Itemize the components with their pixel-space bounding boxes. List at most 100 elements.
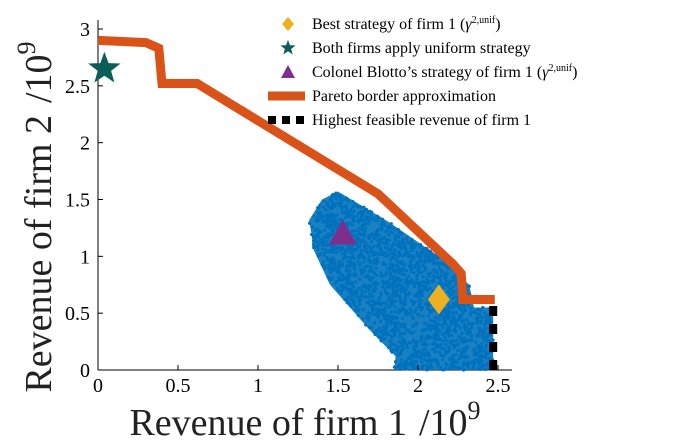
scatter-point [451,279,455,283]
scatter-point [363,240,368,244]
scatter-point [477,332,481,336]
scatter-point [384,313,389,317]
scatter-point [359,216,363,220]
scatter-point [348,250,353,254]
scatter-point [419,299,423,303]
scatter-point [368,311,373,316]
scatter-point [417,266,421,270]
scatter-point [426,272,430,276]
scatter-point [346,255,351,259]
scatter-point [454,310,458,314]
scatter-point [330,277,334,282]
scatter-point [365,300,369,304]
scatter-point [349,304,353,308]
scatter-point [410,315,414,319]
scatter-point [373,320,377,325]
scatter-point [364,323,368,327]
scatter-point [426,359,430,363]
scatter-point [429,362,433,366]
scatter-point [449,287,454,291]
scatter-point [385,285,389,289]
scatter-point [396,234,400,238]
scatter-point [445,338,449,343]
scatter-point [423,254,427,259]
scatter-point [395,288,400,293]
scatter-point [476,352,480,356]
scatter-point [360,223,364,228]
scatter-point [455,318,460,322]
scatter-point [380,308,384,312]
scatter-point [435,326,440,331]
scatter-point [425,365,430,370]
scatter-point [360,292,364,296]
scatter-point [388,266,392,270]
scatter-point [446,349,451,353]
scatter-point [369,250,373,254]
scatter-point [412,340,416,344]
scatter-point [437,318,441,322]
scatter-point [458,367,462,371]
scatter-point [421,275,425,279]
scatter-point [483,326,487,331]
scatter-point [425,368,429,372]
scatter-point [346,295,350,299]
scatter-point [427,255,431,259]
scatter-point [436,362,441,366]
scatter-point [458,326,463,330]
scatter-point [316,244,320,248]
scatter-point [470,326,474,330]
scatter-point [376,238,380,242]
scatter-point [403,292,408,297]
scatter-point [323,250,328,255]
scatter-point [465,361,469,365]
scatter-point [428,274,432,278]
scatter-point [350,229,354,233]
scatter-point [404,287,408,292]
scatter-point [380,217,385,221]
legend-label: Pareto border approximation [312,88,496,105]
scatter-point [368,254,372,258]
scatter-point [389,282,393,286]
scatter-point [414,359,418,363]
scatter-point [335,268,340,272]
scatter-point [369,325,373,330]
scatter-point [422,347,426,352]
scatter-point [467,338,472,342]
scatter-point [484,346,488,350]
scatter-point [352,265,356,270]
scatter-point [312,244,316,248]
scatter-point [366,264,370,268]
scatter-point [316,248,320,252]
scatter-point [434,315,438,320]
scatter-point [351,261,355,265]
scatter-point [444,342,448,346]
scatter-point [340,252,345,256]
scatter-point [313,228,317,232]
scatter-point [448,329,452,333]
scatter-point [482,336,486,340]
scatter-point [425,282,429,287]
scatter-point [346,276,351,280]
scatter-point [324,248,328,252]
scatter-point [383,306,387,310]
scatter-point [400,254,404,258]
scatter-point [440,332,445,336]
scatter-point [404,313,408,317]
scatter-point [454,338,459,342]
scatter-point [339,285,343,289]
scatter-point [352,256,356,260]
scatter-point [352,234,356,238]
scatter-point [445,280,449,284]
scatter-point [339,206,344,210]
scatter-point [390,231,395,235]
scatter-point [403,298,407,302]
scatter-point [391,227,396,231]
scatter-point [485,335,489,339]
scatter-point [407,356,412,360]
scatter-point [421,342,425,347]
scatter-point [323,266,327,270]
scatter-point [383,301,387,305]
scatter-point [323,228,327,232]
scatter-point [308,221,312,225]
